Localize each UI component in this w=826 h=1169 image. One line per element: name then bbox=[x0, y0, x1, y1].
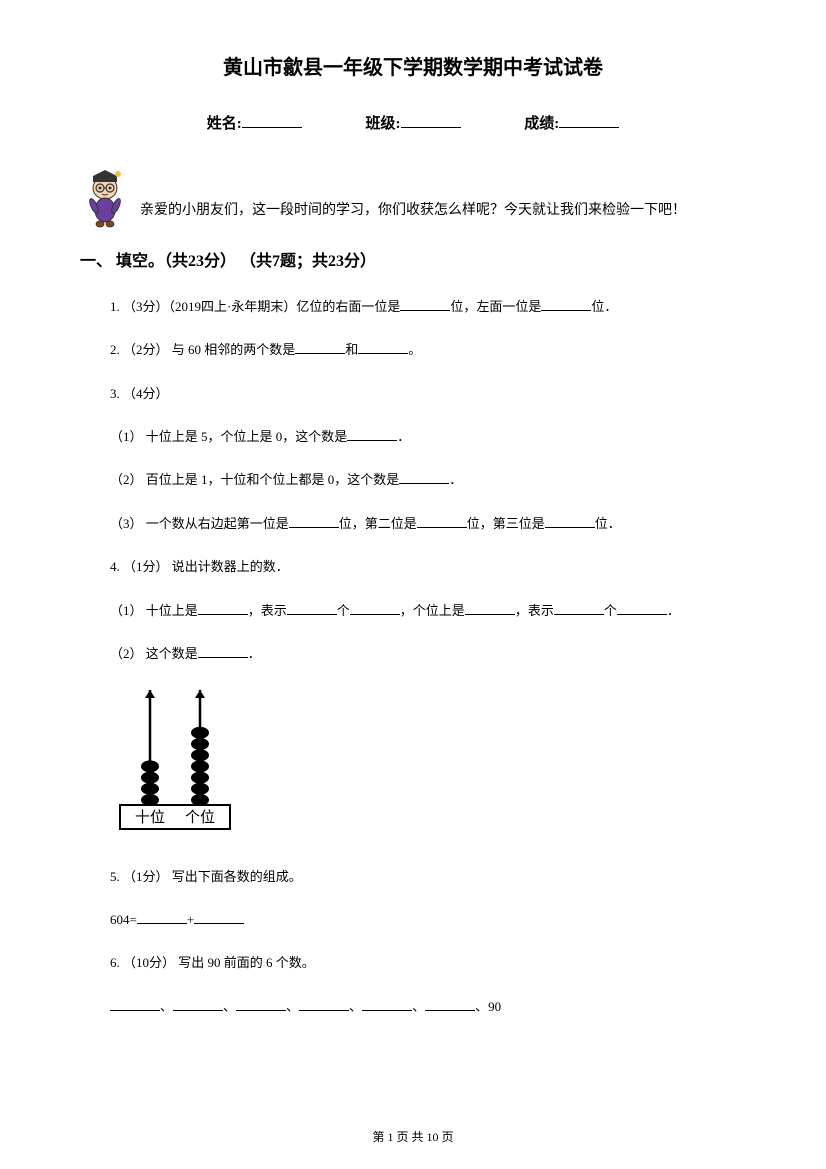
svg-text:个位: 个位 bbox=[185, 809, 215, 826]
question-3-2: （2） 百位上是 1，十位和个位上都是 0，这个数是 ． bbox=[110, 468, 746, 491]
class-field: 班级: bbox=[366, 111, 461, 138]
q2-text-3: 。 bbox=[408, 342, 421, 357]
q3-3-blank-2[interactable] bbox=[417, 515, 467, 528]
q5-prefix: 604= bbox=[110, 912, 137, 927]
q3-3-blank-1[interactable] bbox=[289, 515, 339, 528]
question-5-expr: 604= + bbox=[110, 908, 746, 931]
q3-2-suffix: ． bbox=[449, 472, 462, 487]
name-label: 姓名: bbox=[207, 116, 242, 132]
question-4-1: （1） 十位上是 ，表示 个 ，个位上是 ，表示 个 ． bbox=[110, 599, 746, 622]
q1-text-2: 位，左面一位是 bbox=[450, 299, 541, 314]
q4-2-text: （2） 这个数是 bbox=[110, 646, 198, 661]
q6-blank-6[interactable] bbox=[425, 998, 475, 1011]
question-6-blanks: 、、、、、、90 bbox=[110, 995, 746, 1018]
q6-blank-3[interactable] bbox=[236, 998, 286, 1011]
q3-2-text: （2） 百位上是 1，十位和个位上都是 0，这个数是 bbox=[110, 472, 399, 487]
abacus-icon: 十位 个位 bbox=[110, 685, 240, 835]
q6-sep: 、 bbox=[286, 999, 299, 1014]
q4-1-t7: ． bbox=[667, 603, 680, 618]
score-label: 成绩: bbox=[524, 116, 559, 132]
question-3-3: （3） 一个数从右边起第一位是 位，第二位是 位，第三位是 位． bbox=[110, 512, 746, 535]
question-1: 1. （3分）（2019四上·永年期末）亿位的右面一位是 位，左面一位是 位． bbox=[110, 295, 746, 318]
name-field: 姓名: bbox=[207, 111, 302, 138]
question-6: 6. （10分） 写出 90 前面的 6 个数。 bbox=[110, 951, 746, 974]
q6-blank-2[interactable] bbox=[173, 998, 223, 1011]
class-blank[interactable] bbox=[401, 113, 461, 128]
q4-1-b4[interactable] bbox=[465, 602, 515, 615]
q4-1-b1[interactable] bbox=[198, 602, 248, 615]
q6-sep: 、 bbox=[475, 999, 488, 1014]
q4-1-b6[interactable] bbox=[617, 602, 667, 615]
q3-1-blank[interactable] bbox=[347, 428, 397, 441]
q6-blank-4[interactable] bbox=[299, 998, 349, 1011]
q4-1-b3[interactable] bbox=[350, 602, 400, 615]
question-4-2: （2） 这个数是 ． bbox=[110, 642, 746, 665]
svg-text:十位: 十位 bbox=[135, 809, 165, 826]
q1-text-3: 位． bbox=[591, 299, 617, 314]
q2-blank-1[interactable] bbox=[295, 341, 345, 354]
q1-text-1: 1. （3分）（2019四上·永年期末）亿位的右面一位是 bbox=[110, 299, 400, 314]
q6-sep: 、 bbox=[412, 999, 425, 1014]
q2-blank-2[interactable] bbox=[358, 341, 408, 354]
section-1-title: 一、 填空。（共23分） （共7题；共23分） bbox=[80, 248, 746, 277]
q6-blank-5[interactable] bbox=[362, 998, 412, 1011]
score-field: 成绩: bbox=[524, 111, 619, 138]
q4-1-b5[interactable] bbox=[554, 602, 604, 615]
q3-1-text: （1） 十位上是 5，个位上是 0，这个数是 bbox=[110, 429, 347, 444]
q3-1-suffix: ． bbox=[397, 429, 410, 444]
q4-1-t1: （1） 十位上是 bbox=[110, 603, 198, 618]
greeting-text: 亲爱的小朋友们，这一段时间的学习，你们收获怎么样呢？今天就让我们来检验一下吧！ bbox=[140, 198, 686, 228]
score-blank[interactable] bbox=[559, 113, 619, 128]
q6-sep: 、 bbox=[349, 999, 362, 1014]
q6-sep: 、 bbox=[223, 999, 236, 1014]
q5-blank-2[interactable] bbox=[194, 911, 244, 924]
q4-1-t4: ，个位上是 bbox=[400, 603, 465, 618]
question-4: 4. （1分） 说出计数器上的数． bbox=[110, 555, 746, 578]
question-3: 3. （4分） bbox=[110, 382, 746, 405]
q4-2-blank[interactable] bbox=[198, 645, 248, 658]
q3-3-text-1: （3） 一个数从右边起第一位是 bbox=[110, 516, 289, 531]
q6-sep: 、 bbox=[160, 999, 173, 1014]
q1-blank-1[interactable] bbox=[400, 298, 450, 311]
class-label: 班级: bbox=[366, 116, 401, 132]
question-3-1: （1） 十位上是 5，个位上是 0，这个数是 ． bbox=[110, 425, 746, 448]
q3-2-blank[interactable] bbox=[399, 471, 449, 484]
q4-1-t2: ，表示 bbox=[248, 603, 287, 618]
q6-blank-1[interactable] bbox=[110, 998, 160, 1011]
question-5: 5. （1分） 写出下面各数的组成。 bbox=[110, 865, 746, 888]
q4-2-suffix: ． bbox=[248, 646, 261, 661]
name-blank[interactable] bbox=[242, 113, 302, 128]
q2-text-2: 和 bbox=[345, 342, 358, 357]
q4-1-t5: ，表示 bbox=[515, 603, 554, 618]
exam-title: 黄山市歙县一年级下学期数学期中考试试卷 bbox=[80, 50, 746, 86]
q5-blank-1[interactable] bbox=[137, 911, 187, 924]
q6-end: 90 bbox=[488, 999, 501, 1014]
page-footer: 第 1 页 共 10 页 bbox=[0, 1127, 826, 1149]
question-2: 2. （2分） 与 60 相邻的两个数是 和 。 bbox=[110, 338, 746, 361]
q3-3-blank-3[interactable] bbox=[545, 515, 595, 528]
q4-1-t3: 个 bbox=[337, 603, 350, 618]
info-row: 姓名: 班级: 成绩: bbox=[80, 111, 746, 138]
q4-1-b2[interactable] bbox=[287, 602, 337, 615]
mascot-icon bbox=[80, 168, 130, 228]
q5-mid: + bbox=[187, 912, 194, 927]
q3-3-text-3: 位，第三位是 bbox=[467, 516, 545, 531]
q3-3-text-4: 位． bbox=[595, 516, 621, 531]
abacus-figure: 十位 个位 bbox=[110, 685, 746, 844]
q2-text-1: 2. （2分） 与 60 相邻的两个数是 bbox=[110, 342, 295, 357]
greeting-row: 亲爱的小朋友们，这一段时间的学习，你们收获怎么样呢？今天就让我们来检验一下吧！ bbox=[80, 168, 746, 228]
q3-3-text-2: 位，第二位是 bbox=[339, 516, 417, 531]
q1-blank-2[interactable] bbox=[541, 298, 591, 311]
q4-1-t6: 个 bbox=[604, 603, 617, 618]
